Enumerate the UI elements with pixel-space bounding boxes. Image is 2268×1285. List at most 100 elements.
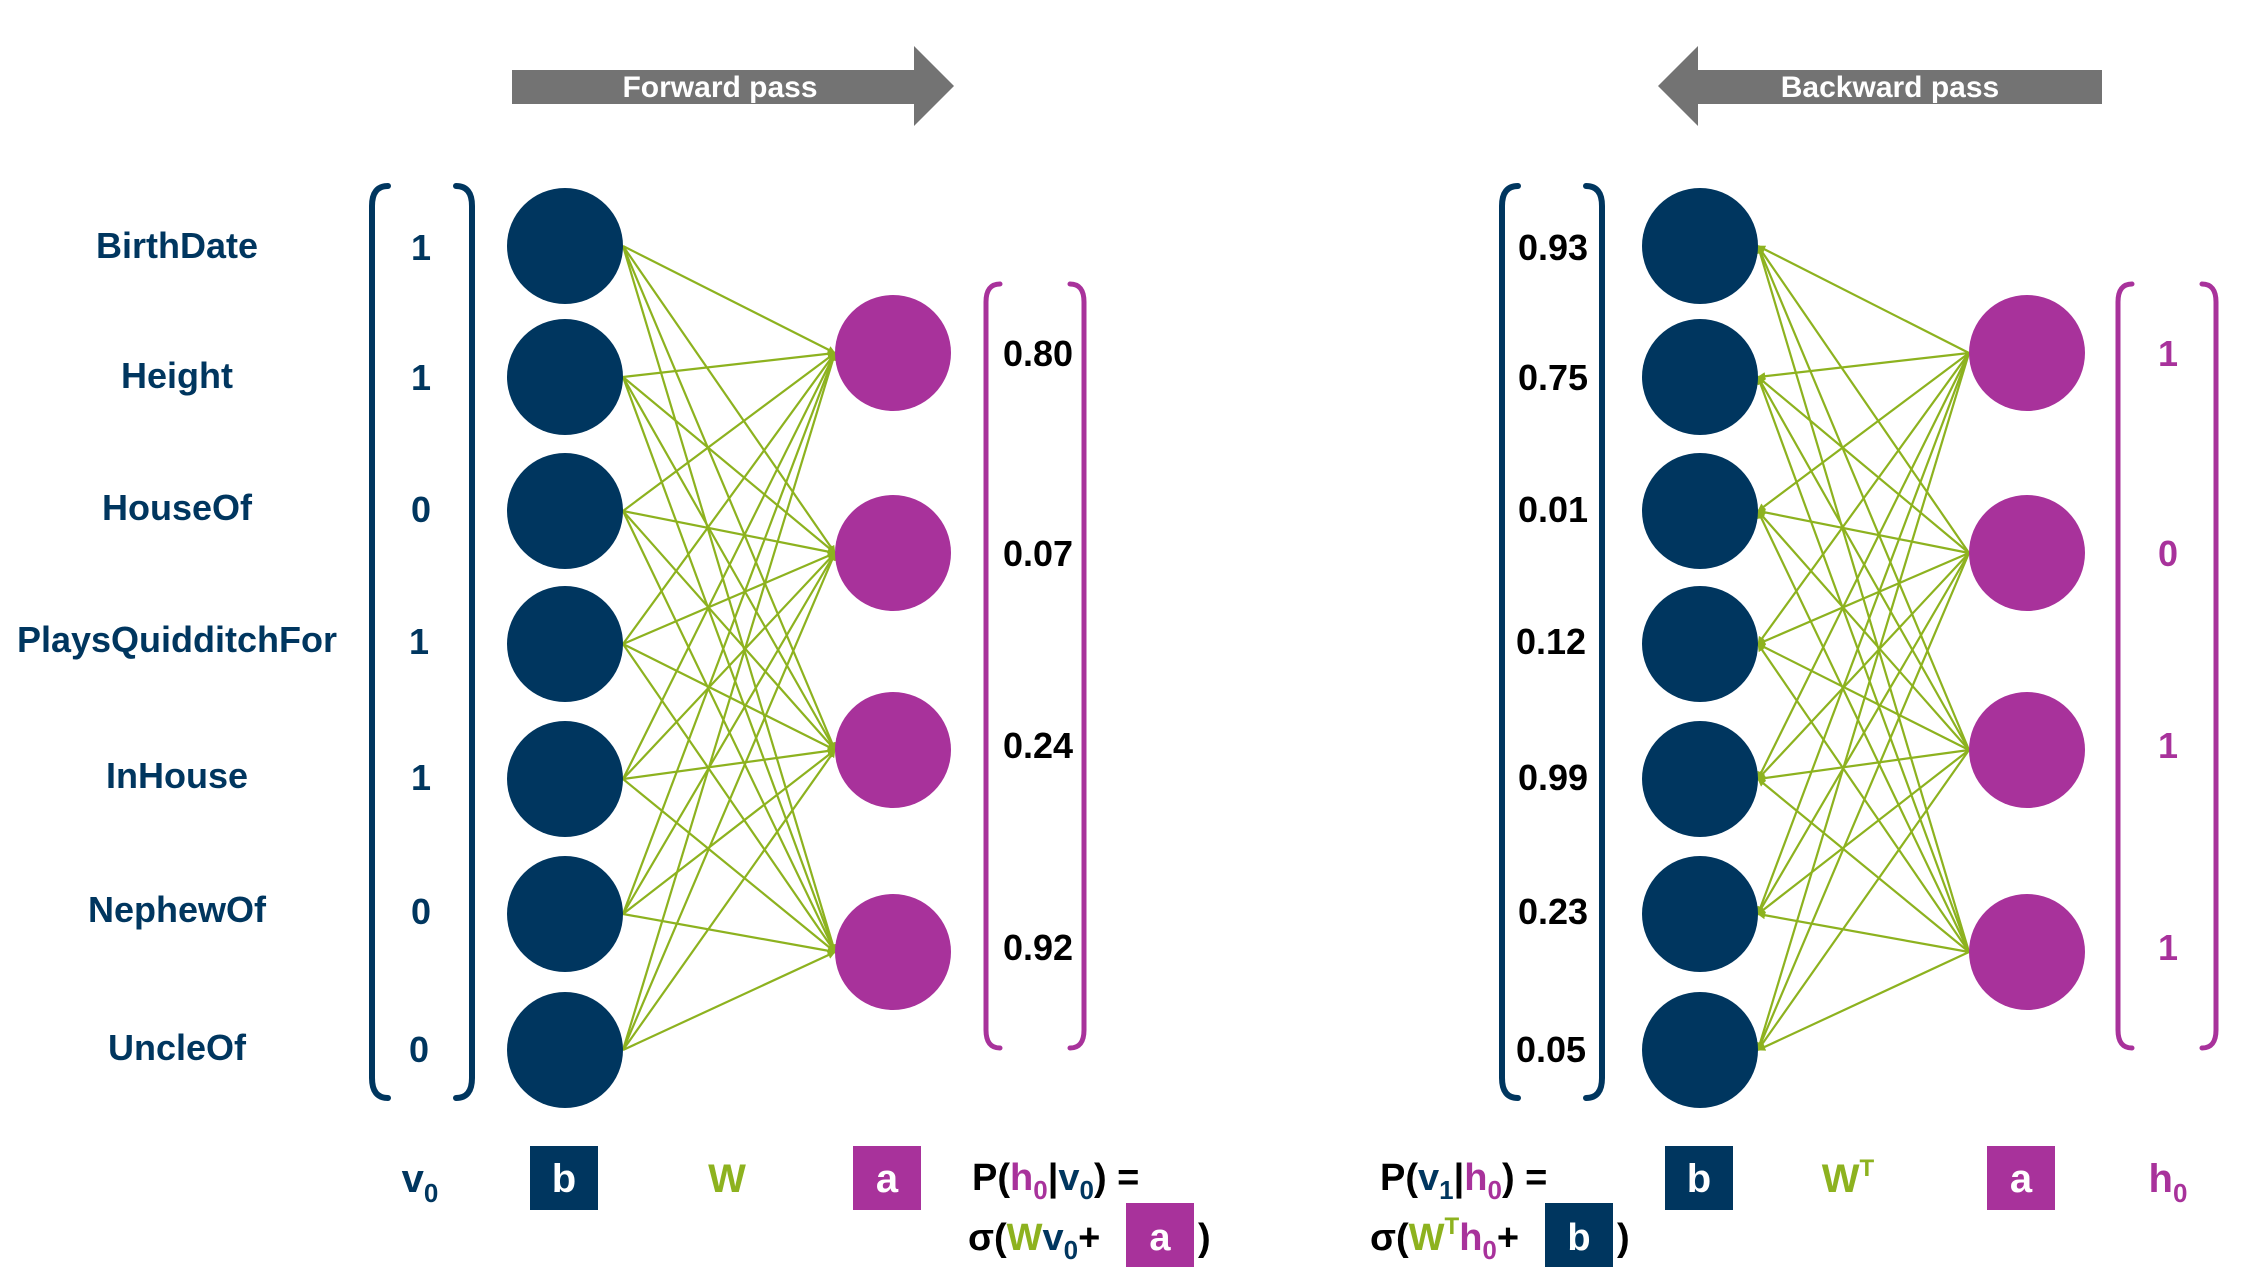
backward-legend: b WT a h0 — [1665, 1146, 2187, 1210]
hidden-node — [835, 295, 951, 411]
backward-visible-nodes — [1642, 188, 1758, 1108]
v0-values: 1 1 0 1 1 0 0 — [409, 227, 431, 1070]
weight-line — [1757, 552, 1970, 915]
forward-pass-label: Forward pass — [622, 71, 817, 104]
v0-value: 0 — [409, 1029, 429, 1070]
weight-line — [1757, 552, 1970, 780]
a-bias-label: a — [876, 1157, 899, 1201]
feature-label: UncleOf — [108, 1027, 247, 1068]
hidden-node — [1969, 692, 2085, 808]
weight-line — [1757, 352, 1970, 512]
visible-node — [507, 586, 623, 702]
v1-prob-value: 0.01 — [1518, 489, 1588, 530]
v1-prob-value: 0.93 — [1518, 227, 1588, 268]
weight-line — [1756, 352, 1971, 1051]
formula-a-label: a — [1149, 1217, 1171, 1259]
forward-formula-line2: σ(Wv0+ — [968, 1217, 1100, 1265]
weight-line — [1757, 352, 1970, 780]
a-bias-box — [853, 1146, 921, 1210]
forward-legend: v0 b W a — [402, 1146, 921, 1210]
weight-line — [622, 551, 836, 646]
weight-line — [1757, 748, 1970, 782]
visible-node — [1642, 992, 1758, 1108]
weight-line — [1757, 749, 1970, 1051]
h-prob-value: 0.24 — [1003, 725, 1073, 766]
w-weights-label: W — [708, 1157, 746, 1201]
weight-line — [1757, 643, 1970, 751]
weight-line — [1757, 911, 1970, 954]
h-prob-value: 0.92 — [1003, 927, 1073, 968]
weight-line — [622, 749, 836, 1051]
v0-value: 1 — [411, 757, 431, 798]
wt-weights-label: WT — [1822, 1155, 1875, 1201]
backward-formula-line1: P(v1|h0) = — [1380, 1157, 1547, 1205]
weight-line — [622, 376, 836, 554]
b-bias-label: b — [552, 1157, 576, 1201]
feature-label: NephewOf — [88, 889, 267, 930]
formula-a-box — [1126, 1203, 1194, 1267]
forward-hidden-nodes — [835, 295, 951, 1010]
forward-visible-nodes — [507, 188, 623, 1108]
feature-label: Height — [121, 355, 233, 396]
weight-line — [1757, 376, 1970, 554]
weight-line — [622, 643, 836, 751]
h0-legend: h0 — [2149, 1157, 2188, 1208]
h-prob-value: 0.07 — [1003, 533, 1073, 574]
weight-line — [622, 552, 836, 780]
b-bias-box — [530, 1146, 598, 1210]
v1-prob-value: 0.12 — [1516, 621, 1586, 662]
weight-line — [622, 349, 836, 379]
weight-line — [621, 352, 837, 915]
forward-formula: P(h0|v0) = σ(Wv0+ a ) — [968, 1157, 1211, 1267]
hidden-node — [1969, 495, 2085, 611]
backward-weight-connections — [1756, 245, 1971, 1051]
backward-formula-close: ) — [1617, 1217, 1630, 1259]
h0-value: 1 — [2158, 333, 2178, 374]
visible-node — [1642, 188, 1758, 304]
h0-value: 0 — [2158, 533, 2178, 574]
backward-pass-label: Backward pass — [1781, 71, 1999, 104]
weight-line — [1757, 551, 1970, 646]
feature-labels: BirthDate Height HouseOf PlaysQuidditchF… — [17, 225, 337, 1068]
forward-formula-line1: P(h0|v0) = — [972, 1157, 1139, 1205]
visible-node — [507, 319, 623, 435]
feature-label: InHouse — [106, 755, 248, 796]
h0-value: 1 — [2158, 725, 2178, 766]
visible-node — [1642, 319, 1758, 435]
v0-legend: v0 — [402, 1157, 439, 1208]
weight-line — [1757, 749, 1970, 915]
h-prob-bracket — [983, 281, 1087, 1051]
v0-value: 0 — [411, 891, 431, 932]
weight-line — [622, 245, 836, 554]
forward-pass-arrow: Forward pass — [512, 46, 954, 126]
a-bias-box — [1987, 1146, 2055, 1210]
weight-line — [622, 352, 836, 512]
v1-prob-value: 0.05 — [1516, 1029, 1586, 1070]
v0-value: 1 — [409, 621, 429, 662]
weight-line — [622, 352, 836, 645]
weight-line — [622, 643, 836, 953]
weight-line — [621, 352, 837, 1051]
weight-line — [1757, 351, 1970, 381]
weight-line — [1757, 508, 1970, 555]
weight-line — [1757, 643, 1970, 953]
visible-node — [507, 721, 623, 837]
feature-label: PlaysQuidditchFor — [17, 619, 337, 660]
weight-line — [1757, 376, 1970, 751]
forward-weight-connections — [621, 245, 837, 1051]
weight-line — [622, 912, 836, 955]
weight-line — [621, 552, 837, 1051]
weight-line — [1756, 352, 1971, 915]
v1-prob-value: 0.75 — [1518, 357, 1588, 398]
feature-label: BirthDate — [96, 225, 258, 266]
v0-value: 1 — [411, 357, 431, 398]
v1-prob-values: 0.93 0.75 0.01 0.12 0.99 0.23 0.05 — [1516, 227, 1588, 1070]
b-bias-label: b — [1687, 1157, 1711, 1201]
visible-node — [507, 453, 623, 569]
weight-line — [622, 552, 836, 915]
v0-value: 1 — [411, 227, 431, 268]
weight-line — [622, 778, 836, 953]
weight-line — [622, 376, 836, 751]
